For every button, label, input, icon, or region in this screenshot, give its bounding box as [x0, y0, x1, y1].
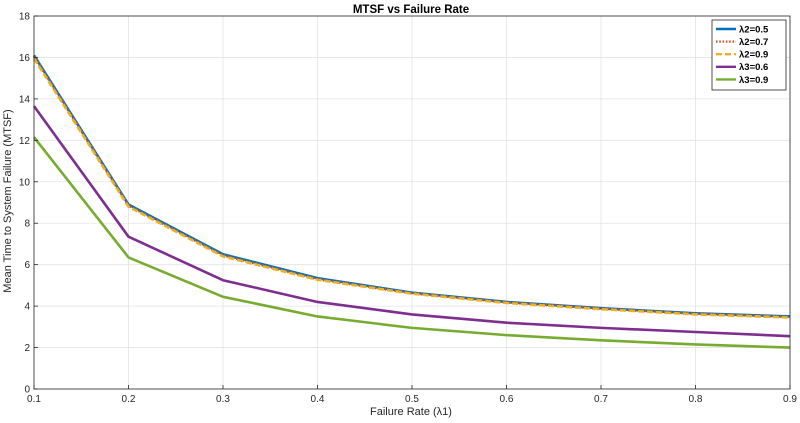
- x-tick-label: 0.6: [500, 394, 514, 405]
- legend-label: λ2=0.5: [739, 24, 769, 35]
- x-axis-title: Failure Rate (λ1): [370, 406, 452, 418]
- series-line: [32, 136, 791, 349]
- grid-lines: [33, 15, 791, 390]
- y-tick-label: 18: [19, 12, 31, 23]
- y-axis-title: Mean Time to System Failure (MTSF): [2, 109, 14, 292]
- y-tick-label: 14: [19, 94, 31, 105]
- series-line: [32, 57, 791, 319]
- series-line: [32, 105, 791, 338]
- series-lines: [32, 54, 791, 349]
- x-tick-label: 0.9: [783, 394, 797, 405]
- legend-label: λ2=0.7: [739, 37, 768, 48]
- legend-label: λ2=0.9: [739, 50, 768, 61]
- y-tick-label: 16: [19, 53, 31, 64]
- x-tick-label: 0.8: [689, 394, 703, 405]
- x-tick-label: 0.1: [27, 394, 41, 405]
- y-tick-label: 6: [24, 260, 30, 271]
- x-tick-label: 0.7: [594, 394, 608, 405]
- chart-title: MTSF vs Failure Rate: [353, 4, 469, 16]
- x-tick-label: 0.2: [122, 394, 136, 405]
- legend: λ2=0.5 λ2=0.7 λ2=0.9λ3=0.6 λ3=0.9: [711, 19, 787, 91]
- y-tick-label: 2: [24, 343, 30, 354]
- x-tick-label: 0.4: [311, 394, 325, 405]
- legend-label: λ3=0.6: [739, 62, 768, 73]
- y-tick-label: 0: [24, 385, 30, 396]
- y-tick-label: 12: [19, 136, 31, 147]
- y-tick-label: 4: [24, 302, 30, 313]
- x-tick-label: 0.3: [216, 394, 230, 405]
- y-tick-label: 10: [19, 177, 31, 188]
- y-tick-label: 8: [24, 219, 30, 230]
- axis-ticks: 0.1 0.2 0.3 0.4 0.5 0.6 0.7 0.8 0.9 0 2 4 6 8 10 12 14 16…: [19, 12, 798, 406]
- x-tick-label: 0.5: [405, 394, 419, 405]
- legend-label: λ3=0.9: [739, 75, 768, 86]
